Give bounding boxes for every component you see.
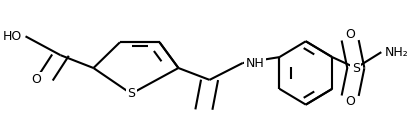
Text: NH: NH xyxy=(246,57,264,70)
Text: O: O xyxy=(345,28,355,41)
Text: HO: HO xyxy=(3,30,23,43)
Text: S: S xyxy=(352,62,360,75)
Text: NH₂: NH₂ xyxy=(384,46,408,59)
Text: O: O xyxy=(345,95,355,108)
Text: O: O xyxy=(31,73,41,86)
Text: S: S xyxy=(127,87,135,100)
